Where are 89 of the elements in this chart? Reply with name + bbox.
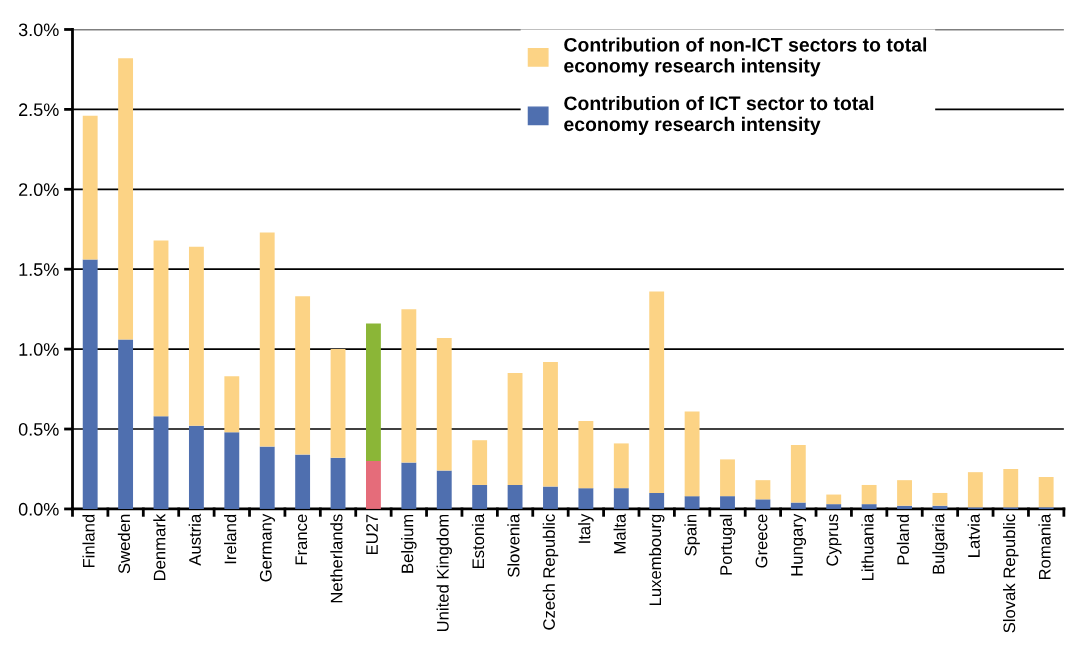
y-tick-label: 1.0%: [19, 343, 59, 356]
x-tick-label: France: [295, 514, 308, 565]
bar: [507, 373, 523, 485]
bar: [684, 411, 700, 497]
y-tick-label: 2.5%: [19, 103, 59, 117]
bar: [295, 296, 311, 455]
x-tick-label: Denmark: [153, 513, 166, 581]
x-tick-label: Lithuania: [861, 513, 874, 581]
bar: [578, 421, 594, 489]
bar: [1038, 476, 1054, 508]
bar: [188, 425, 204, 509]
x-tick-label: Italy: [578, 513, 594, 543]
bar: [1003, 468, 1019, 508]
x-tick-label: EU27: [366, 514, 378, 555]
x-tick-label: Cyprus: [826, 514, 842, 566]
bar: [118, 339, 134, 509]
bar: [436, 470, 452, 509]
bar: [649, 291, 665, 493]
bar: [649, 492, 665, 509]
y-tick-label: 2.0%: [19, 183, 59, 197]
x-tick-label: Portugal: [719, 514, 736, 575]
bar: [472, 484, 488, 509]
bar: [401, 309, 417, 463]
bar: [790, 445, 806, 503]
bar: [366, 323, 381, 461]
bar: [720, 459, 735, 497]
bar: [188, 246, 204, 426]
bar: [684, 496, 700, 509]
bar: [755, 480, 771, 500]
x-tick-label: Romania: [1038, 513, 1051, 580]
bar: [295, 454, 311, 509]
x-tick-label: Poland: [896, 514, 910, 565]
x-tick-label: Greece: [755, 514, 768, 568]
x-tick-label: Luxembourg: [648, 514, 665, 606]
bar: [543, 361, 558, 487]
bar: [118, 58, 134, 340]
bar: [82, 115, 98, 260]
bar: [507, 484, 523, 509]
bar: [613, 443, 629, 489]
bar: [897, 505, 912, 509]
bar: [153, 240, 169, 417]
legend-label: Contribution of non-ICT sectors to total economy research intensity: [564, 37, 927, 77]
bar: [755, 499, 771, 509]
legend-label: Contribution of ICT sector to total economy research intensity: [564, 95, 874, 135]
bar: [224, 432, 240, 509]
x-tick-label: Bulgaria: [932, 513, 948, 574]
bar: [259, 232, 275, 447]
y-tick-label: 1.5%: [19, 263, 59, 276]
y-tick-label: 0.0%: [18, 502, 59, 516]
bar: [153, 416, 169, 509]
bar: [330, 457, 346, 509]
x-tick-label: Latvia: [967, 513, 980, 557]
bar: [259, 446, 275, 509]
x-tick-label: Spain: [684, 514, 700, 556]
bar: [330, 349, 346, 458]
bar: [932, 492, 948, 506]
bar: [543, 486, 558, 509]
y-tick-label: 3.0%: [18, 23, 59, 37]
x-tick-label: Sweden: [117, 514, 131, 574]
bar: [224, 376, 240, 433]
x-tick-label: Finland: [82, 514, 95, 568]
bar: [401, 462, 417, 509]
bar: [613, 488, 629, 509]
bar: [578, 488, 594, 509]
bar: [790, 502, 806, 509]
bar: [967, 472, 983, 508]
bar: [861, 504, 877, 509]
x-tick-label: Czech Republic: [542, 514, 559, 630]
x-tick-label: Estonia: [471, 513, 485, 569]
bar: [720, 496, 735, 509]
bar: [826, 504, 842, 509]
bar: [861, 484, 877, 505]
bar: [82, 259, 98, 509]
x-tick-label: Slovak Republic: [1002, 514, 1019, 633]
bar: [897, 480, 912, 506]
x-tick-label: Germany: [259, 513, 275, 582]
x-tick-label: Malta: [613, 513, 626, 554]
y-tick-label: 0.5%: [18, 422, 59, 436]
x-tick-label: Belgium: [401, 514, 417, 573]
x-tick-label: United Kingdom: [436, 514, 453, 632]
bar: [366, 460, 381, 509]
x-tick-label: Ireland: [224, 514, 237, 564]
bar: [436, 337, 452, 471]
x-tick-label: Austria: [188, 513, 201, 566]
x-tick-label: Netherlands: [330, 514, 343, 603]
bar: [826, 494, 842, 505]
bar: [472, 440, 488, 485]
x-tick-label: Slovenia: [507, 513, 520, 577]
x-tick-label: Hungary: [791, 513, 807, 576]
